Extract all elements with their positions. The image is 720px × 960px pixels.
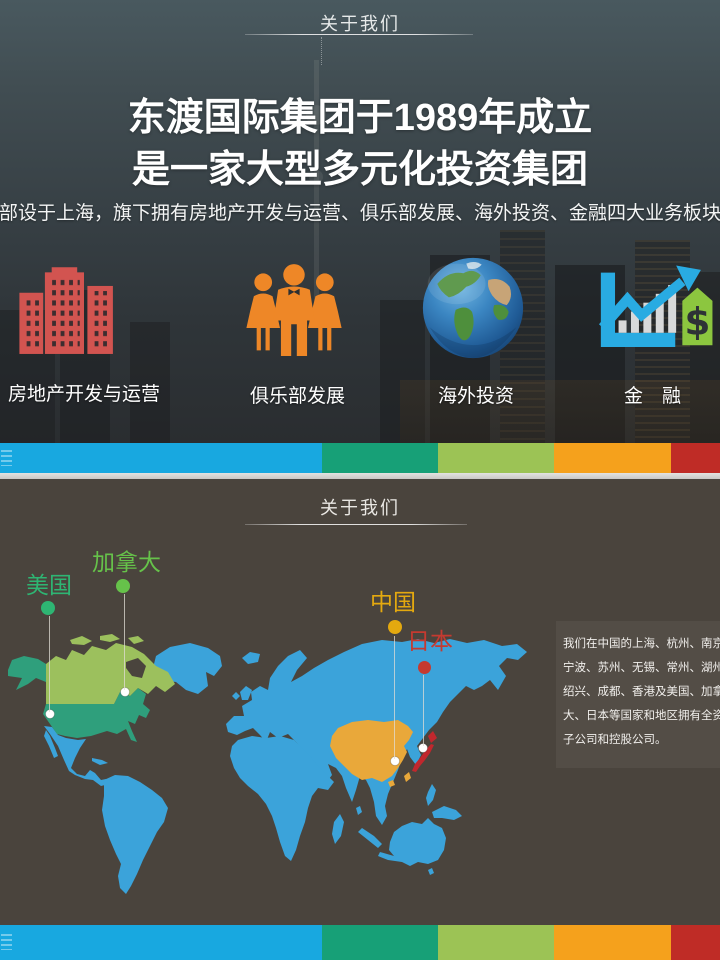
globe-icon [422, 257, 524, 359]
stripe-segment [0, 925, 322, 960]
stripe-segment [670, 925, 720, 960]
stripe-segment [321, 925, 438, 960]
color-stripe-bottom [0, 925, 720, 960]
stripe-segment [0, 443, 322, 473]
pin-dot-usa [41, 601, 55, 615]
map-country-china [330, 720, 413, 787]
description-text: 我们在中国的上海、杭州、南京、 [563, 638, 720, 650]
connector-line-japan [423, 675, 424, 746]
hero-section: 关于我们 东渡国际集团于1989年成立 是一家大型多元化投资集团 总部设于上海，… [0, 0, 720, 443]
title-underline [245, 34, 473, 35]
connector-line-usa [49, 616, 50, 712]
water-glow [400, 380, 720, 443]
buildings-icon [19, 267, 113, 354]
map-label-usa: 美国 [26, 572, 72, 598]
pearl-tower-sphere [309, 170, 323, 184]
world-map [8, 634, 527, 894]
pin-dot-canada [116, 579, 130, 593]
hero-subtitle: 总部设于上海，旗下拥有房地产开发与运营、俱乐部发展、海外投资、金融四大业务板块。 [0, 203, 720, 224]
logo-watermark [1, 450, 12, 466]
dotted-guide-line [321, 37, 322, 65]
map-land [44, 639, 527, 894]
biz-label-realestate: 房地产开发与运营 [8, 384, 161, 405]
building-silhouette [130, 322, 170, 443]
page-title: 关于我们 [320, 14, 400, 34]
section-title: 关于我们 [320, 498, 400, 518]
description-panel: 我们在中国的上海、杭州、南京、 宁波、苏州、无锡、常州、湖州、 绍兴、成都、香港… [556, 621, 720, 768]
biz-label-overseas: 海外投资 [438, 386, 515, 407]
biz-label-finance: 金 融 [624, 386, 682, 407]
map-country-japan [412, 731, 437, 772]
pearl-tower-sphere [306, 105, 326, 125]
biz-label-club: 俱乐部发展 [250, 386, 346, 407]
map-label-japan: 日本 [407, 628, 453, 654]
svg-text:$: $ [684, 300, 710, 344]
bowtie-detail [288, 288, 300, 296]
stripe-segment [321, 443, 438, 473]
title-underline [245, 524, 467, 525]
stripe-segment [554, 925, 671, 960]
pearl-tower-silhouette [314, 60, 319, 310]
map-label-china: 中国 [370, 589, 416, 615]
map-country-usa [8, 656, 150, 742]
connector-line-canada [124, 594, 125, 690]
map-country-canada [46, 634, 175, 704]
stripe-segment [554, 443, 671, 473]
description-text: 绍兴、成都、香港及美国、加拿 [563, 686, 720, 698]
stripe-segment [670, 443, 720, 473]
hero-heading-line2: 是一家大型多元化投资集团 [131, 149, 588, 191]
stripe-segment [437, 925, 555, 960]
finance-growth-icon: $ [598, 265, 713, 347]
pin-dot-china [388, 620, 402, 634]
stripe-segment [437, 443, 555, 473]
color-stripe-top [0, 443, 720, 473]
connector-line-china [394, 636, 395, 759]
price-tag-icon: $ [682, 287, 713, 346]
building-silhouette [380, 300, 425, 443]
pin-dot-japan [418, 661, 431, 674]
section-divider-line [0, 473, 720, 479]
map-location-dots [45, 687, 428, 766]
people-icon [246, 264, 342, 356]
logo-watermark [1, 934, 12, 950]
map-label-canada: 加拿大 [92, 549, 161, 575]
description-text: 宁波、苏州、无锡、常州、湖州、 [563, 662, 720, 674]
description-text: 子公司和控股公司。 [563, 734, 667, 746]
description-text: 大、日本等国家和地区拥有全资 [563, 710, 720, 722]
hudson-bay [126, 658, 146, 678]
hero-heading-line1: 东渡国际集团于1989年成立 [127, 97, 593, 139]
building-silhouette [500, 230, 545, 443]
